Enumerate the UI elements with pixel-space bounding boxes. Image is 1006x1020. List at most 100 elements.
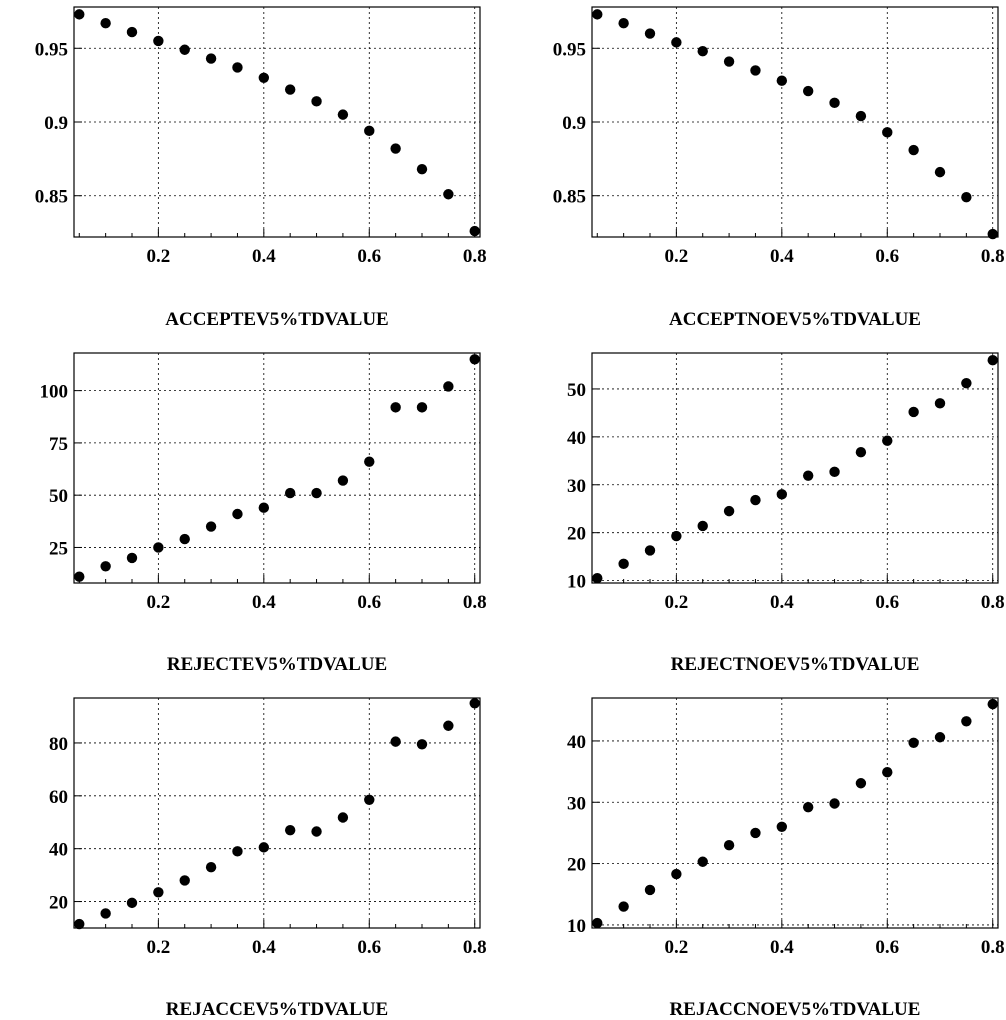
data-point [443,189,454,200]
data-point [179,44,190,55]
x-axis-label: REJACCEV5%TDVALUE [166,999,388,1020]
x-tick-label: 0.4 [770,246,794,267]
data-point [697,856,708,867]
data-point [802,470,814,481]
plot-accept-ev: 0.2 0.4 0.6 0.8 0.85 0.9 0.95 ACCEPTEV5%TDVALUE [35,6,487,330]
x-tick-label: 0.8 [981,246,1005,267]
data-point [74,571,85,582]
data-point [232,62,243,73]
y-tick-label: 20 [567,855,586,876]
data-point [126,26,138,38]
data-point [750,827,761,839]
plot-frame [591,352,999,584]
data-point [829,798,840,809]
data-point [337,475,349,486]
x-tick-label: 0.4 [770,937,794,958]
y-tick-label: 75 [49,434,68,455]
data-point [855,110,867,122]
data-point [232,508,243,520]
data-point [311,826,322,837]
data-point [776,821,788,832]
x-tick-label: 0.6 [357,592,381,613]
x-tick-label: 0.6 [875,937,899,958]
data-point [179,875,190,886]
data-point [443,381,454,392]
data-point [390,143,401,154]
data-point [364,794,375,805]
y-tick-label: 50 [49,486,68,507]
y-tick-label: 0.85 [35,187,68,208]
data-point [153,35,164,47]
data-point [671,530,682,542]
plot-frame [73,697,481,929]
plot-rejacc-noev: 0.2 0.4 0.6 0.8 10 20 30 40 REJACCNOEV5%TDVALUE [567,697,1005,1020]
x-tick-label: 0.2 [146,246,170,267]
x-tick-label: 0.2 [664,246,688,267]
plot-frame [591,697,999,929]
data-point [390,402,401,413]
data-point [469,354,480,365]
y-tick-label: 10 [567,916,586,937]
x-tick-label: 0.2 [664,592,688,613]
data-point [126,552,138,564]
data-point [311,96,322,107]
data-point [934,398,946,409]
x-tick-label: 0.4 [770,592,794,613]
data-point [205,861,217,873]
data-point [723,505,735,517]
data-point [284,487,296,499]
data-point [618,18,629,29]
data-point [644,28,656,39]
data-point [697,520,708,532]
data-point [961,191,972,203]
data-point [390,736,401,747]
x-tick-label: 0.8 [463,937,487,958]
x-tick-label: 0.6 [357,937,381,958]
data-point [205,53,217,64]
x-tick-label: 0.4 [252,592,276,613]
x-tick-label: 0.6 [875,592,899,613]
data-point [934,732,946,743]
data-point [592,573,603,584]
data-point [723,56,735,67]
y-tick-label: 30 [567,793,586,814]
y-tick-label: 30 [567,476,586,497]
y-tick-label: 25 [49,538,68,559]
data-point [126,897,138,909]
data-point [882,767,893,778]
data-point [74,918,85,930]
y-tick-label: 40 [567,428,586,449]
data-point [961,716,972,727]
data-point [311,487,322,499]
data-point [179,533,190,545]
x-tick-label: 0.2 [664,937,688,958]
y-tick-label: 50 [567,380,586,401]
x-tick-label: 0.6 [875,246,899,267]
data-point [100,908,111,919]
x-axis-label: REJECTNOEV5%TDVALUE [671,654,920,675]
plot-rejacc-ev: 0.2 0.4 0.6 0.8 20 40 60 80 REJACCEV5%TDVALUE [49,697,487,1020]
data-point [416,402,428,413]
data-point [469,698,480,709]
y-tick-label: 20 [49,893,68,914]
data-point [987,228,998,240]
data-point [153,887,164,898]
plot-reject-noev: 0.2 0.4 0.6 0.8 10 20 30 40 50 REJECTNOEV5%TDVALU… [567,352,1005,675]
data-point [908,737,919,748]
data-point [284,824,296,836]
data-point [802,85,814,97]
data-point [644,545,656,556]
y-tick-label: 40 [49,840,68,861]
data-point [644,884,656,896]
data-point [908,406,919,418]
x-tick-label: 0.8 [463,246,487,267]
data-point [205,521,217,532]
data-point [592,9,603,20]
x-tick-label: 0.2 [146,592,170,613]
data-point [750,494,761,506]
plot-accept-noev: 0.2 0.4 0.6 0.8 0.85 0.9 0.95 ACCEPTNOEV5%TDVAL… [553,6,1005,330]
data-point [908,144,919,156]
y-tick-label: 0.95 [553,39,586,60]
x-tick-label: 0.4 [252,937,276,958]
x-tick-label: 0.4 [252,246,276,267]
